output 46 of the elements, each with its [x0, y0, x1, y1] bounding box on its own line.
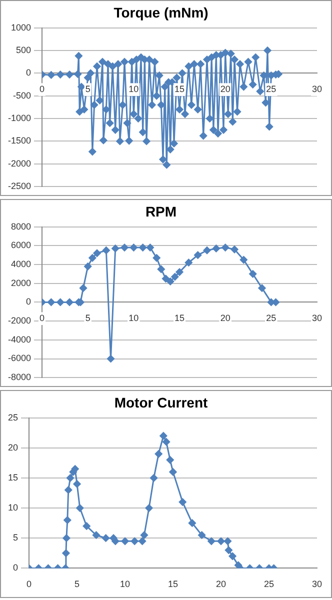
y-tick-label: -1000 [8, 113, 32, 124]
x-tick-label: 15 [174, 313, 185, 324]
y-tick-label: 0 [12, 562, 18, 573]
x-tick-label: 10 [128, 84, 139, 94]
y-tick-label: 1000 [10, 22, 32, 32]
y-tick-label: -500 [13, 90, 32, 100]
x-tick-label: 30 [312, 84, 322, 94]
y-tick-label: 2000 [10, 278, 32, 288]
y-tick-label: 4000 [10, 258, 32, 269]
chart-title: RPM [145, 203, 177, 220]
x-tick-label: 10 [120, 579, 130, 590]
x-tick-label: 0 [40, 84, 45, 94]
y-tick-label: 6000 [10, 240, 32, 250]
y-tick-label: 0 [26, 296, 32, 307]
y-tick-label: 15 [8, 472, 18, 482]
x-tick-label: 25 [266, 313, 276, 324]
x-tick-label: 20 [220, 84, 230, 94]
x-tick-label: 5 [85, 313, 90, 324]
y-tick-label: -2000 [8, 158, 32, 168]
chart-title: Torque (mNm) [114, 4, 208, 20]
y-tick-label: 8000 [10, 221, 32, 232]
y-tick-label: -2000 [8, 316, 32, 326]
x-tick-label: 10 [128, 313, 139, 324]
y-tick-label: -6000 [8, 353, 32, 364]
x-tick-label: 30 [312, 313, 322, 324]
x-tick-label: 5 [74, 579, 80, 590]
x-tick-label: 5 [85, 84, 90, 94]
y-tick-label: -2500 [8, 181, 32, 192]
y-tick-label: 10 [8, 502, 18, 513]
chart-title: Motor Current [114, 394, 208, 410]
x-tick-label: 0 [40, 313, 45, 324]
y-tick-label: 500 [16, 44, 32, 55]
x-tick-label: 15 [168, 579, 178, 590]
y-tick-label: -8000 [8, 372, 32, 382]
x-tick-label: 15 [174, 84, 185, 94]
y-tick-label: -1500 [8, 136, 32, 146]
y-tick-label: 5 [12, 532, 18, 543]
x-tick-label: 25 [264, 579, 274, 590]
x-tick-label: 25 [266, 84, 276, 94]
y-tick-label: -4000 [8, 334, 32, 344]
x-tick-label: 20 [220, 313, 230, 324]
x-tick-label: 20 [216, 579, 226, 590]
y-tick-label: 25 [8, 412, 18, 422]
x-tick-label: 30 [312, 579, 322, 590]
y-tick-label: 0 [26, 68, 32, 78]
y-tick-label: 20 [8, 442, 18, 452]
